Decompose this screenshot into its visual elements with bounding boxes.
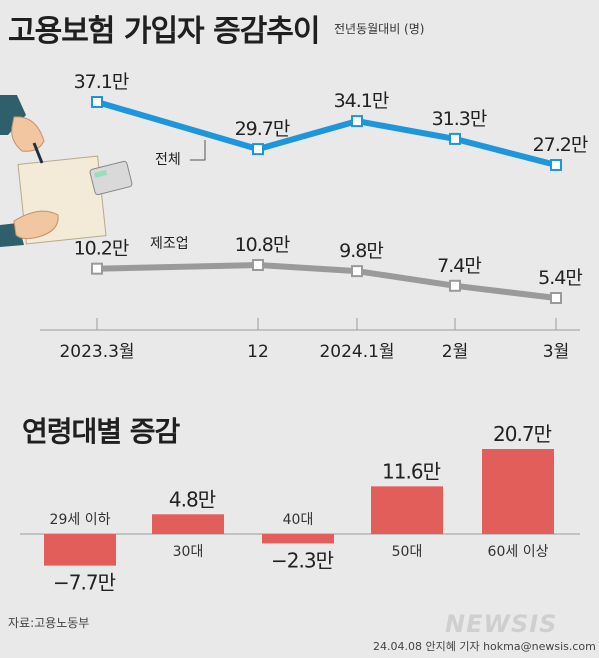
data-point bbox=[91, 96, 103, 108]
data-point bbox=[550, 159, 562, 171]
data-point bbox=[449, 279, 461, 292]
data-point bbox=[252, 259, 264, 271]
data-label: 9.8만 bbox=[339, 240, 383, 262]
data-label: 34.1만 bbox=[334, 90, 389, 112]
data-label: 37.1만 bbox=[74, 71, 129, 93]
bar-category-label: 40대 bbox=[283, 512, 314, 528]
x-tick-label: 3월 bbox=[543, 342, 569, 362]
series-line-manufacturing bbox=[96, 262, 557, 301]
bar-category-label: 29세 이하 bbox=[50, 512, 111, 528]
data-label: 10.8만 bbox=[235, 234, 290, 256]
section-title-age: 연령대별 증감 bbox=[22, 415, 180, 448]
series-name-total: 전체 bbox=[155, 152, 181, 168]
data-label: 10.2만 bbox=[74, 238, 129, 260]
data-label: 7.4만 bbox=[437, 255, 481, 277]
bar bbox=[371, 486, 443, 534]
chart-title: 고용보험 가입자 증감추이 bbox=[8, 14, 320, 49]
data-label: 31.3만 bbox=[432, 108, 487, 130]
bar bbox=[262, 534, 334, 544]
bar-value-label: 4.8만 bbox=[169, 487, 216, 511]
bar bbox=[44, 534, 116, 566]
office-desk-illustration bbox=[0, 95, 133, 247]
pen-icon bbox=[32, 142, 44, 164]
bar-category-label: 60세 이상 bbox=[488, 544, 549, 560]
x-tick-label: 2월 bbox=[442, 342, 468, 362]
data-label: 5.4만 bbox=[538, 267, 582, 289]
x-tick-label: 2023.3월 bbox=[59, 342, 134, 362]
bar bbox=[482, 449, 554, 534]
hand-icon bbox=[11, 116, 45, 152]
bar-category-label: 30대 bbox=[173, 544, 204, 560]
x-tick-label: 2024.1월 bbox=[319, 342, 394, 362]
newsis-logo: NEWSIS bbox=[445, 610, 558, 638]
x-tick-label: 12 bbox=[247, 342, 269, 362]
data-point bbox=[252, 143, 264, 156]
series-name-manufacturing: 제조업 bbox=[150, 236, 189, 252]
bar bbox=[152, 514, 224, 534]
credit-line: 24.04.08 안지혜 기자 hokma@newsis.com bbox=[373, 640, 596, 653]
line-chart: 2023.3월 12 2024.1월 2월 3월 37.1만 29.7만 34.1만 31.3만… bbox=[40, 71, 589, 362]
data-point bbox=[550, 292, 562, 304]
source-note: 자료:고용노동부 bbox=[8, 616, 90, 630]
bar-chart: −7.7만 29세 이하 4.8만 30대 −2.3만 40대 11.6만 50대 20.7만 6… bbox=[20, 422, 580, 595]
bar-value-label: −2.3만 bbox=[271, 548, 334, 572]
data-label: 29.7만 bbox=[235, 118, 290, 140]
left-sleeve bbox=[0, 95, 26, 135]
data-point bbox=[449, 132, 461, 145]
hand-icon-2 bbox=[13, 210, 59, 240]
data-label: 27.2만 bbox=[533, 134, 588, 156]
bar-value-label: 20.7만 bbox=[493, 422, 552, 446]
data-point bbox=[351, 265, 363, 278]
chart-subtitle: 전년동월대비 (명) bbox=[334, 22, 425, 36]
bar-value-label: 11.6만 bbox=[382, 459, 441, 483]
data-point bbox=[351, 115, 363, 128]
data-point bbox=[91, 262, 103, 275]
bar-value-label: −7.7만 bbox=[53, 571, 116, 595]
bar-category-label: 50대 bbox=[392, 544, 423, 560]
calculator-icon bbox=[89, 160, 133, 196]
series-name-leader bbox=[190, 140, 206, 161]
